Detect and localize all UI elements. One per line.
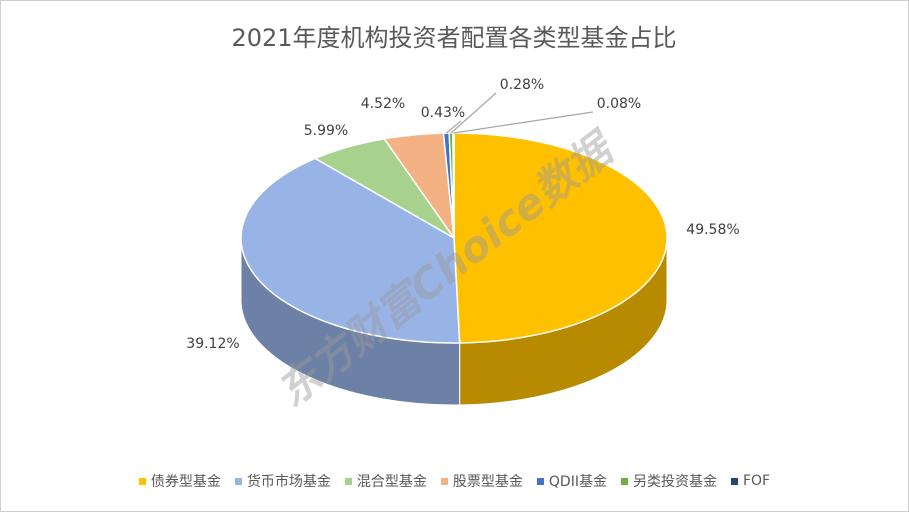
legend-marker xyxy=(344,477,352,485)
legend-label: 另类投资基金 xyxy=(632,474,717,490)
leader-line xyxy=(450,92,497,134)
legend-item: FOF xyxy=(730,471,771,491)
legend-item: QDII基金 xyxy=(536,471,607,491)
legend-label: 股票型基金 xyxy=(452,474,523,490)
legend-item: 货币市场基金 xyxy=(234,471,331,491)
legend-marker xyxy=(440,477,448,485)
data-label: 0.28% xyxy=(500,77,544,93)
legend-item: 股票型基金 xyxy=(440,471,523,491)
legend-label: QDII基金 xyxy=(548,474,607,490)
legend: 债券型基金 货币市场基金 混合型基金 股票型基金 QDII基金 另类投资基金 FOF xyxy=(1,471,908,491)
leader-line xyxy=(445,120,462,134)
data-label: 0.08% xyxy=(597,96,641,112)
leader-line xyxy=(453,111,594,134)
data-label: 4.52% xyxy=(361,96,405,112)
legend-label: FOF xyxy=(742,473,771,489)
data-label: 49.58% xyxy=(686,222,739,238)
legend-label: 货币市场基金 xyxy=(246,474,331,490)
data-label: 5.99% xyxy=(304,123,348,139)
legend-marker xyxy=(138,477,146,485)
legend-marker xyxy=(234,477,242,485)
legend-item: 债券型基金 xyxy=(138,471,221,491)
slice xyxy=(452,132,455,239)
legend-item: 另类投资基金 xyxy=(620,471,717,491)
legend-label: 债券型基金 xyxy=(150,474,221,490)
legend-label: 混合型基金 xyxy=(356,474,427,490)
legend-marker xyxy=(536,477,544,485)
data-label: 0.43% xyxy=(421,105,465,121)
legend-marker xyxy=(730,477,738,485)
data-label: 39.12% xyxy=(186,336,239,352)
legend-marker xyxy=(620,477,628,485)
slice xyxy=(453,132,668,344)
slice xyxy=(240,157,461,344)
legend-item: 混合型基金 xyxy=(344,471,427,491)
chart-title: 2021年度机构投资者配置各类型基金占比 xyxy=(231,24,676,52)
chart-canvas: 2021年度机构投资者配置各类型基金占比 49.58% 39.12% 5.99% 4.… xyxy=(186,24,739,416)
